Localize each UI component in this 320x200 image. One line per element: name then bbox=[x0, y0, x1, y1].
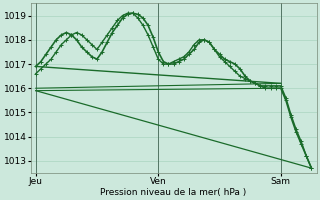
X-axis label: Pression niveau de la mer( hPa ): Pression niveau de la mer( hPa ) bbox=[100, 188, 247, 197]
